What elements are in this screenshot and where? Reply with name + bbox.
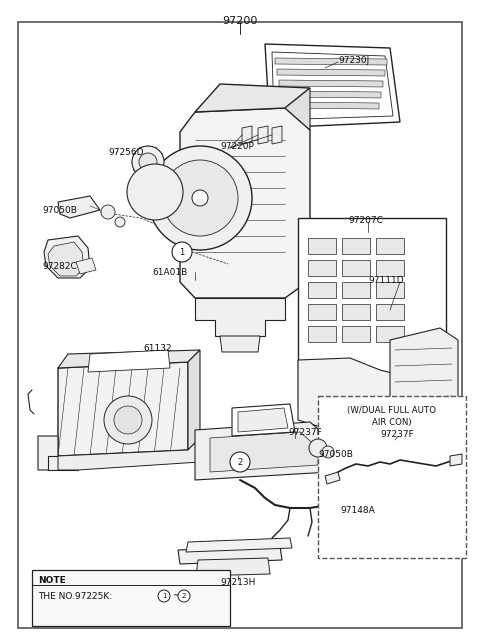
Bar xyxy=(376,238,404,254)
Polygon shape xyxy=(232,404,295,436)
Text: 2: 2 xyxy=(238,458,242,467)
Text: NOTE: NOTE xyxy=(38,576,66,585)
Polygon shape xyxy=(325,472,340,484)
Text: 61A01B: 61A01B xyxy=(152,268,187,277)
Polygon shape xyxy=(195,84,310,112)
Text: 97213H: 97213H xyxy=(220,578,256,587)
Polygon shape xyxy=(265,44,400,128)
Text: 97237F: 97237F xyxy=(288,428,322,437)
Circle shape xyxy=(192,190,208,206)
Polygon shape xyxy=(186,538,292,552)
Bar xyxy=(376,304,404,320)
Text: 97256D: 97256D xyxy=(108,148,144,157)
Bar xyxy=(318,396,466,558)
Polygon shape xyxy=(220,336,260,352)
Polygon shape xyxy=(298,358,440,450)
Circle shape xyxy=(115,217,125,227)
Ellipse shape xyxy=(90,464,110,472)
Text: ~: ~ xyxy=(172,591,180,600)
Text: AIR CON): AIR CON) xyxy=(372,418,412,427)
Circle shape xyxy=(132,146,164,178)
Circle shape xyxy=(158,590,170,602)
Polygon shape xyxy=(88,350,170,372)
Polygon shape xyxy=(48,242,84,276)
Text: 97148A: 97148A xyxy=(340,506,375,515)
Polygon shape xyxy=(283,102,379,109)
Polygon shape xyxy=(178,546,282,564)
Polygon shape xyxy=(285,88,310,130)
Text: 97050B: 97050B xyxy=(42,206,77,215)
Polygon shape xyxy=(272,126,282,144)
Polygon shape xyxy=(48,456,78,470)
Bar xyxy=(376,260,404,276)
Polygon shape xyxy=(58,438,200,470)
Circle shape xyxy=(322,446,334,458)
Polygon shape xyxy=(242,126,252,144)
Text: 97050B: 97050B xyxy=(318,450,353,459)
Polygon shape xyxy=(281,91,381,98)
Polygon shape xyxy=(44,236,90,278)
Bar xyxy=(342,326,370,342)
Text: 97282C: 97282C xyxy=(42,262,77,271)
Circle shape xyxy=(172,242,192,262)
Text: (W/DUAL FULL AUTO: (W/DUAL FULL AUTO xyxy=(348,406,436,415)
Bar xyxy=(342,304,370,320)
Bar xyxy=(418,398,442,422)
Text: 97207C: 97207C xyxy=(348,216,383,225)
Bar xyxy=(342,238,370,254)
Polygon shape xyxy=(58,350,200,368)
Text: 1: 1 xyxy=(180,248,185,257)
Bar xyxy=(422,402,438,418)
Polygon shape xyxy=(195,298,285,336)
Text: 2: 2 xyxy=(182,593,186,599)
Circle shape xyxy=(309,439,327,457)
Polygon shape xyxy=(188,350,200,450)
Bar xyxy=(376,326,404,342)
Circle shape xyxy=(114,406,142,434)
Polygon shape xyxy=(210,432,318,472)
Circle shape xyxy=(101,205,115,219)
Circle shape xyxy=(127,164,183,220)
Bar xyxy=(298,218,446,406)
Polygon shape xyxy=(180,108,310,298)
Bar xyxy=(342,282,370,298)
Text: 1: 1 xyxy=(162,593,166,599)
Polygon shape xyxy=(450,454,462,466)
Polygon shape xyxy=(76,258,96,274)
Circle shape xyxy=(104,396,152,444)
Circle shape xyxy=(162,160,238,236)
Bar xyxy=(32,570,230,626)
Polygon shape xyxy=(195,422,330,480)
Text: THE NO.97225K:: THE NO.97225K: xyxy=(38,592,112,601)
Text: 61132: 61132 xyxy=(144,344,172,353)
Text: 97111D: 97111D xyxy=(368,276,404,285)
Bar xyxy=(308,238,336,254)
Text: 97237F: 97237F xyxy=(380,430,414,439)
Text: 97230J: 97230J xyxy=(338,56,369,65)
Polygon shape xyxy=(272,52,393,120)
Polygon shape xyxy=(196,558,270,576)
Bar xyxy=(308,260,336,276)
Circle shape xyxy=(148,146,252,250)
Text: 97200: 97200 xyxy=(222,16,258,26)
Circle shape xyxy=(139,153,157,171)
Polygon shape xyxy=(38,436,58,470)
Polygon shape xyxy=(258,126,268,144)
Polygon shape xyxy=(390,328,458,442)
Bar xyxy=(308,326,336,342)
Circle shape xyxy=(230,452,250,472)
Circle shape xyxy=(178,590,190,602)
Bar xyxy=(308,282,336,298)
Polygon shape xyxy=(277,69,385,76)
Text: 97220P: 97220P xyxy=(220,142,254,151)
Bar xyxy=(342,260,370,276)
Bar xyxy=(376,282,404,298)
Polygon shape xyxy=(238,408,288,432)
Polygon shape xyxy=(279,80,383,87)
Bar xyxy=(308,304,336,320)
Polygon shape xyxy=(275,58,387,65)
Polygon shape xyxy=(58,362,188,456)
Polygon shape xyxy=(58,196,100,218)
